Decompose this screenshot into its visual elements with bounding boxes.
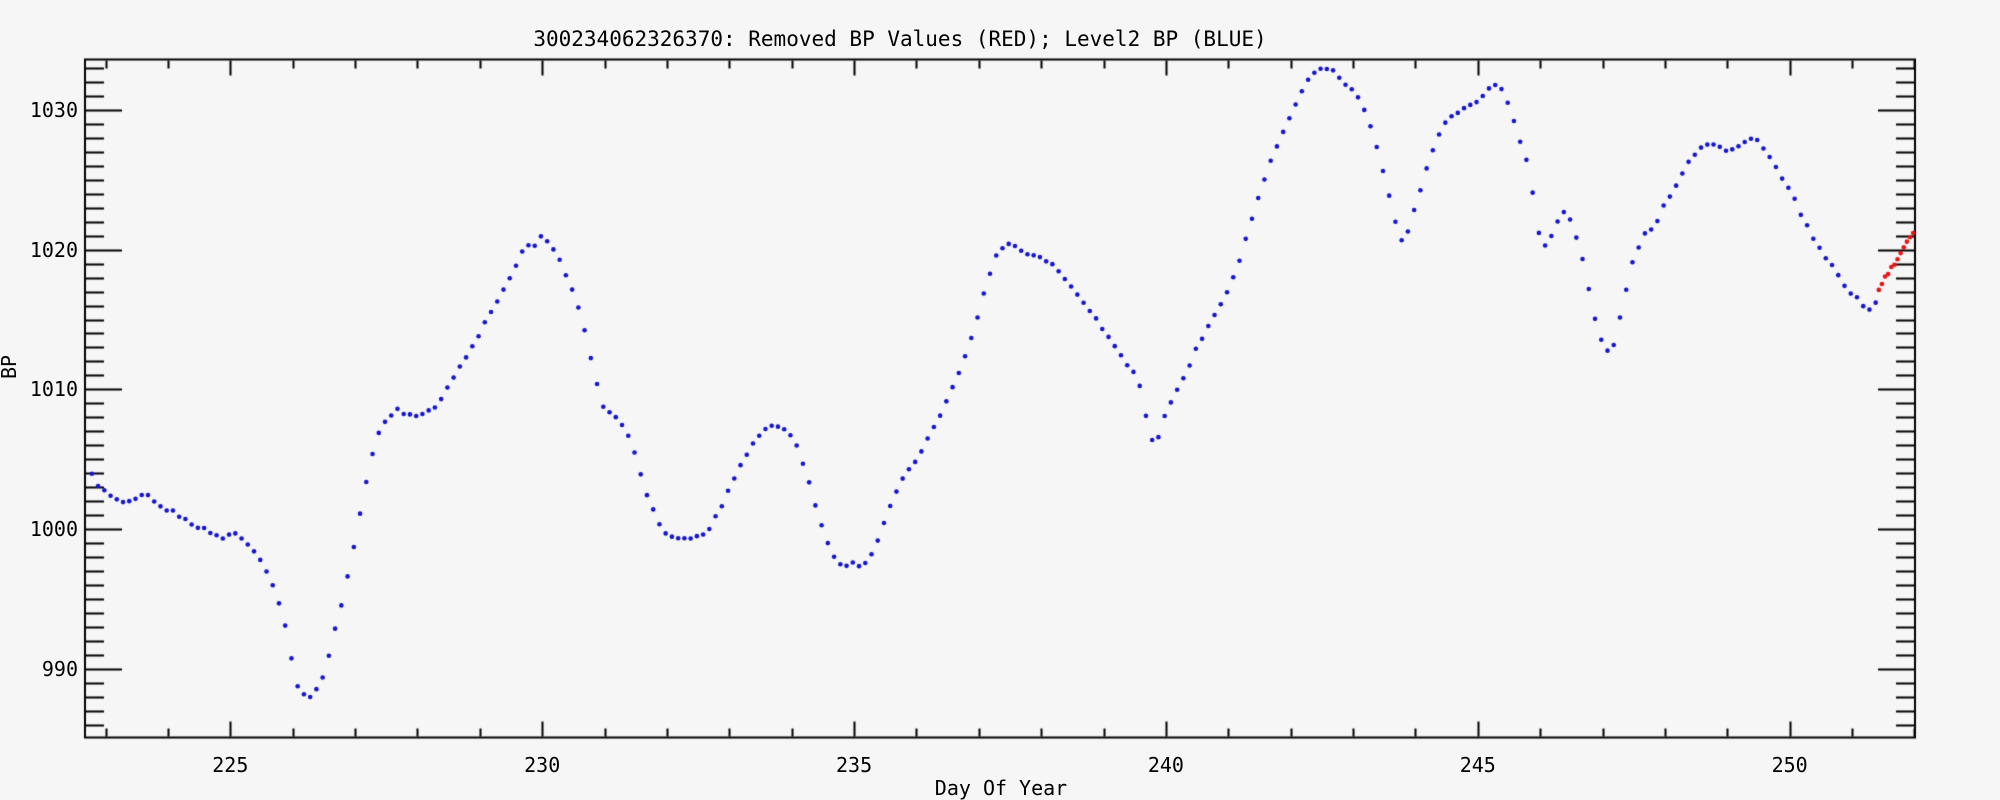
x-axis-label: Day Of Year — [934, 776, 1068, 800]
plot-title: 300234062326370: Removed BP Values (RED)… — [533, 27, 1267, 51]
y-tick-label: 1000 — [29, 517, 78, 542]
x-tick-label: 225 — [212, 753, 249, 777]
x-tick-label: 250 — [1771, 753, 1808, 777]
y-tick-label: 1020 — [29, 237, 78, 262]
x-tick-label: 240 — [1147, 753, 1184, 777]
y-tick-label: 990 — [41, 657, 78, 681]
x-tick-label: 235 — [835, 753, 873, 777]
y-tick-label: 1030 — [29, 97, 78, 122]
x-tick-label: 230 — [524, 753, 561, 777]
y-tick-label: 1010 — [29, 377, 78, 402]
x-tick-label: 245 — [1459, 753, 1496, 777]
y-axis-label: BP — [0, 354, 21, 380]
